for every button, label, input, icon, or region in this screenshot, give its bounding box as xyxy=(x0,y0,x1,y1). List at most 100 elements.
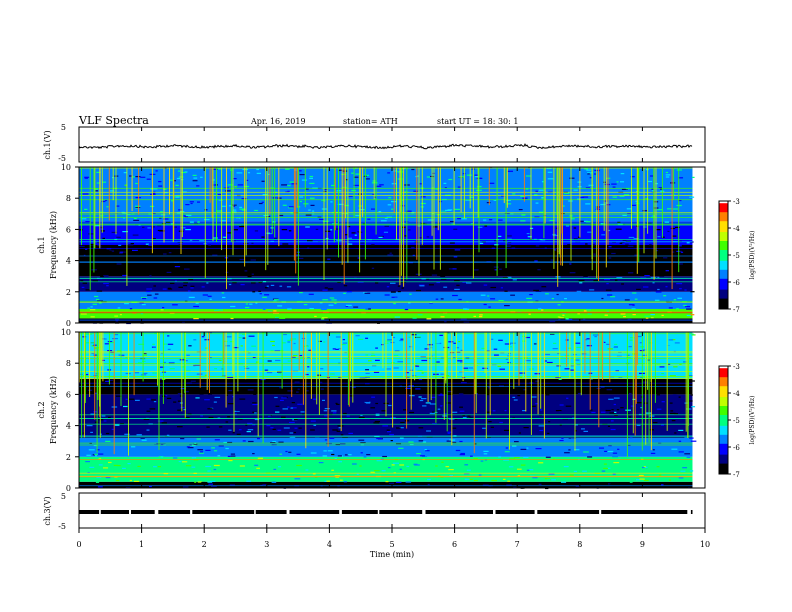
spectrogram-speckle xyxy=(623,351,627,353)
spectrogram-speckle xyxy=(642,354,647,356)
spectrogram-spike xyxy=(410,332,412,410)
spectrogram-speckle xyxy=(504,451,510,453)
spectrogram-speckle xyxy=(258,290,262,292)
spectrogram-speckle xyxy=(660,246,664,248)
spectrogram-speckle xyxy=(678,245,682,247)
spectrogram-speckle xyxy=(520,313,524,315)
spectrogram-speckle xyxy=(233,211,237,213)
spectrogram-speckle xyxy=(166,397,172,399)
spectrogram-speckle xyxy=(197,481,203,483)
spectrogram-speckle xyxy=(440,275,446,277)
spectrogram-speckle xyxy=(496,391,500,393)
spectrogram-speckle xyxy=(434,369,439,371)
spectrogram-speckle xyxy=(149,408,156,410)
spectrogram-speckle xyxy=(606,467,611,469)
spectrogram-speckle xyxy=(352,463,357,465)
spectrogram-spike xyxy=(304,167,306,208)
spectrogram-speckle xyxy=(135,206,141,208)
spectrogram-speckle xyxy=(657,277,660,279)
spectrogram-speckle xyxy=(544,250,548,253)
spectrogram-speckle xyxy=(520,351,524,353)
spectrogram-speckle xyxy=(650,252,654,254)
spectrogram-speckle xyxy=(149,485,152,488)
spectrogram-spike xyxy=(540,332,542,409)
spectrogram-speckle xyxy=(560,293,566,295)
spectrogram-speckle xyxy=(309,308,314,310)
spectrogram-speckle xyxy=(490,298,496,300)
spectrogram-speckle xyxy=(447,393,453,395)
spectrogram-spike xyxy=(496,167,498,276)
spectrogram-speckle xyxy=(678,477,684,479)
spectrogram-speckle xyxy=(448,341,454,343)
spectrogram-speckle xyxy=(146,359,152,361)
spectrogram-speckle xyxy=(230,419,234,421)
spectrogram-spike xyxy=(244,167,246,267)
spectrogram-speckle xyxy=(324,287,328,289)
spectrogram-speckle xyxy=(517,395,521,397)
spectrogram-speckle xyxy=(264,294,270,296)
colorbar-swatch xyxy=(719,289,728,292)
spectrogram-speckle xyxy=(448,469,454,471)
spectrogram-speckle xyxy=(538,425,545,427)
spectrogram-speckle xyxy=(234,186,237,188)
spectrogram-speckle xyxy=(92,280,98,282)
spectrogram-speckle xyxy=(153,285,156,287)
spectrogram-spike xyxy=(530,167,532,240)
spectrogram-speckle xyxy=(114,334,119,336)
spectrogram-spike xyxy=(671,167,673,290)
spectrogram-speckle xyxy=(396,443,402,445)
xtick-label: 3 xyxy=(264,540,269,549)
spectrogram-speckle xyxy=(385,481,389,483)
spectrogram-speckle xyxy=(503,240,508,242)
spectrogram-speckle xyxy=(286,286,292,288)
spectrogram-spike xyxy=(180,167,182,255)
spectrogram-speckle xyxy=(485,280,491,282)
colorbar-swatch xyxy=(719,242,728,245)
spectrogram-speckle xyxy=(142,301,149,303)
spectrogram-speckle xyxy=(583,430,589,432)
spectrogram-speckle xyxy=(223,441,227,444)
spectrogram-speckle xyxy=(656,394,661,396)
spectrogram-speckle xyxy=(657,236,661,238)
spectrogram-speckle xyxy=(332,380,337,382)
spectrogram-speckle xyxy=(305,188,309,190)
spectrogram-speckle xyxy=(252,424,256,426)
spectrogram-speckle xyxy=(475,393,478,395)
spectrogram-speckle xyxy=(365,178,370,180)
spectrogram-speckle xyxy=(168,288,173,290)
spectrogram-speckle xyxy=(148,244,153,246)
spectrogram-speckle xyxy=(435,465,438,467)
spectrogram-speckle xyxy=(591,244,595,246)
spectrogram-speckle xyxy=(221,254,226,256)
spectrogram-speckle xyxy=(105,440,111,442)
spectrogram-speckle xyxy=(601,297,604,300)
spectrogram-speckle xyxy=(498,264,504,267)
spectrogram-spike xyxy=(513,332,515,389)
spectrogram-speckle xyxy=(162,307,165,309)
spectrogram-spike xyxy=(478,167,480,253)
spectrogram-speckle xyxy=(387,254,394,256)
spectrogram-speckle xyxy=(363,174,370,176)
spectrogram-spike xyxy=(99,167,101,249)
spectrogram-speckle xyxy=(518,389,523,391)
spectrogram-speckle xyxy=(103,467,109,469)
spectrogram-spike xyxy=(245,332,247,380)
spectrogram-speckle xyxy=(348,395,354,397)
spectrogram-speckle xyxy=(305,251,310,253)
spectrogram-speckle xyxy=(275,359,281,362)
spectrogram-speckle xyxy=(155,204,161,206)
spectrogram-speckle xyxy=(254,412,257,414)
spectrogram-speckle xyxy=(532,477,538,479)
spectrogram-speckle xyxy=(477,252,483,254)
spectrogram-speckle xyxy=(111,353,115,355)
spectrogram-speckle xyxy=(123,405,128,408)
spectrogram-speckle xyxy=(507,480,511,482)
spectrogram-spike xyxy=(362,167,364,217)
spectrogram-speckle xyxy=(541,286,547,288)
colorbar-swatch xyxy=(719,425,728,428)
spectrogram-speckle xyxy=(678,389,683,391)
spectrogram-speckle xyxy=(538,308,542,310)
spectrogram-speckle xyxy=(519,372,525,374)
spectrogram-speckle xyxy=(577,392,583,395)
